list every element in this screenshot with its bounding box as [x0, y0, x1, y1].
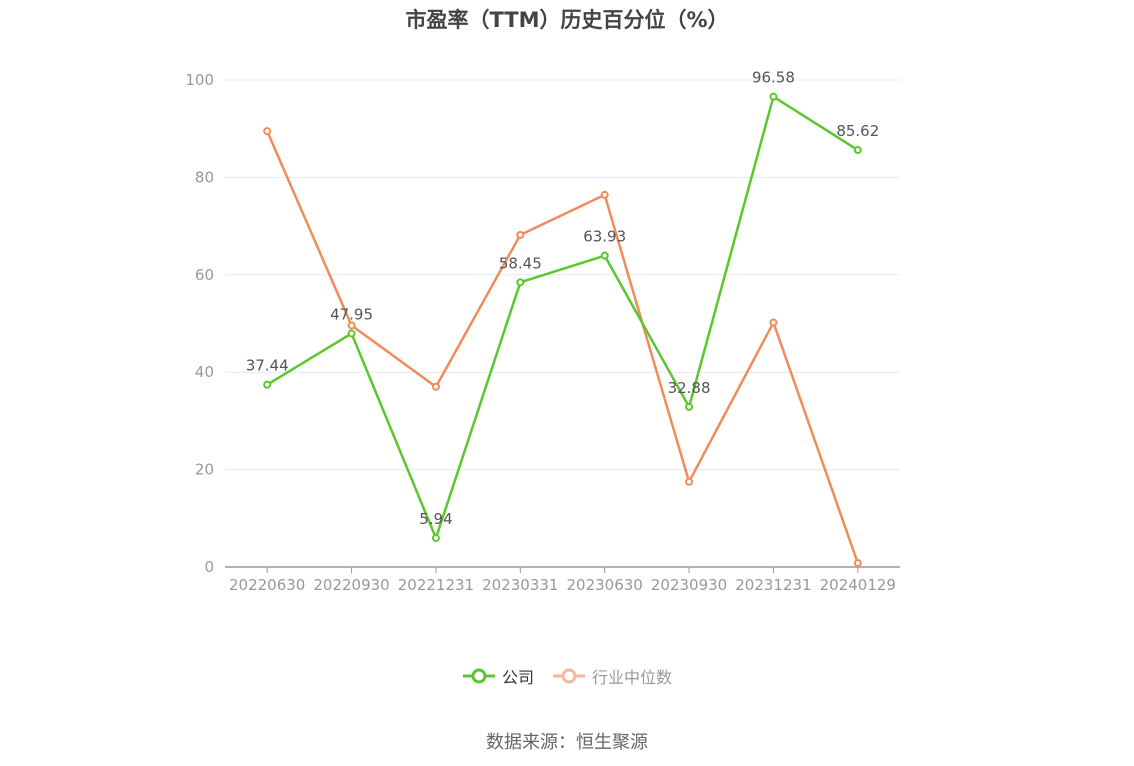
- data-point-industry: [600, 190, 609, 199]
- data-label-company: 32.88: [668, 379, 711, 397]
- data-point-company: [516, 278, 525, 287]
- data-point-industry: [685, 477, 694, 486]
- data-labels: 37.44 47.95 5.94 58.45 63.93 32.88 96.58 85.62: [246, 69, 880, 528]
- x-tick-label: 20220930: [313, 576, 389, 594]
- axes: 0 20 40 60 80 100 20220630 20220930 20221231 2023…: [185, 71, 900, 594]
- data-label-company: 85.62: [836, 122, 879, 140]
- data-label-company: 37.44: [246, 357, 289, 375]
- chart-title: 市盈率（TTM）历史百分位（%）: [405, 8, 729, 32]
- data-point-company: [600, 251, 609, 260]
- series-line-industry: [266, 130, 859, 564]
- x-tick-label: 20240129: [820, 576, 896, 594]
- data-point-industry: [853, 559, 862, 568]
- data-point-industry: [516, 230, 525, 239]
- legend-label-industry: 行业中位数: [592, 668, 673, 687]
- data-point-industry: [769, 318, 778, 327]
- source-note: 数据来源：恒生聚源: [486, 732, 648, 753]
- data-point-industry: [347, 321, 356, 330]
- data-point-company: [769, 92, 778, 101]
- x-tick-label: 20230331: [482, 576, 558, 594]
- x-tick-label: 20220630: [229, 576, 305, 594]
- data-point-company: [347, 329, 356, 338]
- data-label-company: 63.93: [583, 228, 626, 246]
- grid-lines: [225, 79, 900, 471]
- y-tick-label: 20: [195, 461, 214, 479]
- x-tick-label: 20231231: [735, 576, 811, 594]
- x-tick-label: 20230630: [567, 576, 643, 594]
- data-label-company: 47.95: [330, 305, 373, 323]
- data-label-company: 58.45: [499, 254, 542, 272]
- legend-item-industry[interactable]: 行业中位数: [552, 664, 672, 688]
- x-tick-label: 20221231: [398, 576, 474, 594]
- y-tick-label: 0: [204, 558, 214, 576]
- data-point-industry: [263, 127, 272, 136]
- y-tick-label: 80: [195, 168, 214, 186]
- data-point-company: [431, 534, 440, 543]
- y-tick-label: 60: [195, 266, 214, 284]
- y-tick-label: 100: [185, 71, 214, 89]
- data-label-company: 96.58: [752, 69, 795, 87]
- data-label-company: 5.94: [419, 510, 452, 528]
- series-lines: [263, 92, 862, 568]
- x-tick-label: 20230930: [651, 576, 727, 594]
- legend-label-company: 公司: [501, 668, 534, 687]
- y-tick-label: 40: [195, 363, 214, 381]
- data-point-company: [263, 380, 272, 389]
- legend-item-company[interactable]: 公司: [462, 664, 534, 688]
- legend: 公司 行业中位数: [0, 664, 1134, 688]
- legend-line-circle-icon: [553, 668, 585, 684]
- legend-line-circle-icon: [462, 668, 495, 684]
- data-point-company: [853, 146, 862, 155]
- series-line-company: [266, 95, 859, 540]
- data-point-company: [685, 402, 694, 411]
- data-point-industry: [431, 382, 440, 391]
